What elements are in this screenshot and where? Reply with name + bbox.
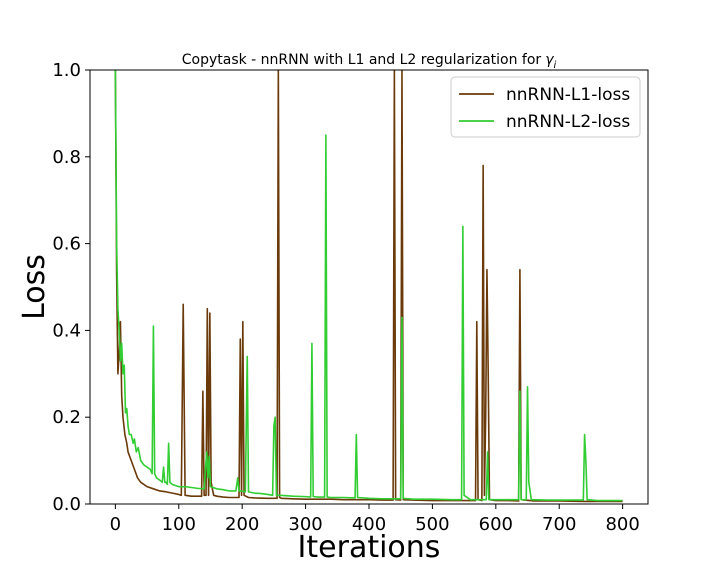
title-gamma: γ [545,52,554,68]
chart-title: Copytask - nnRNN with L1 and L2 regulari… [182,52,557,71]
x-tick-label: 700 [542,514,576,535]
y-axis-label: Loss [17,254,52,320]
legend-label-l2: nnRNN-L2-loss [506,112,630,132]
y-axis-ticks: 0.0 0.2 0.4 0.6 0.8 1.0 [52,60,90,515]
y-tick-label: 0.2 [52,407,81,428]
x-axis-label: Iterations [298,530,441,565]
y-tick-label: 1.0 [52,60,81,81]
legend-label-l1: nnRNN-L1-loss [506,85,630,105]
x-tick-label: 400 [352,514,386,535]
title-subscript: i [553,60,556,71]
y-tick-label: 0.8 [52,147,81,168]
y-tick-label: 0.0 [52,494,81,515]
x-tick-label: 800 [605,514,639,535]
legend: nnRNN-L1-loss nnRNN-L2-loss [450,76,641,138]
x-tick-label: 300 [288,514,322,535]
x-axis-ticks: 0 100 200 300 400 500 600 700 800 [110,504,640,535]
y-tick-label: 0.4 [52,320,81,341]
series-line-l1 [114,70,623,503]
series-line-l2 [114,70,623,502]
x-tick-label: 100 [162,514,196,535]
x-tick-label: 500 [415,514,449,535]
x-tick-label: 600 [479,514,513,535]
series-layer [114,70,623,503]
x-tick-label: 0 [110,514,121,535]
title-text: Copytask - nnRNN with L1 and L2 regulari… [182,52,542,68]
x-tick-label: 200 [225,514,259,535]
y-tick-label: 0.6 [52,234,81,255]
legend-box [450,76,641,138]
